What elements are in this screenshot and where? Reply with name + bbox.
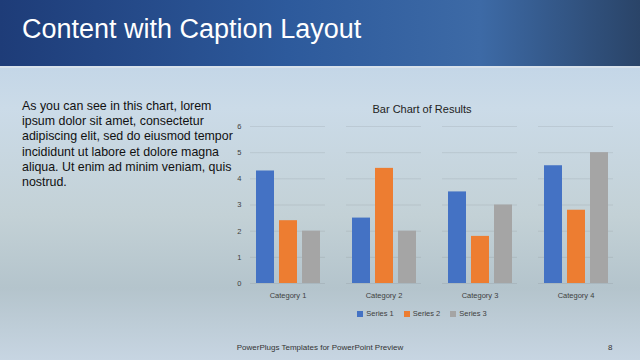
svg-text:1: 1 xyxy=(237,253,241,262)
html-text:Series 3: Series 3 xyxy=(459,309,487,318)
svg-text:3: 3 xyxy=(237,200,241,209)
html-text:Bar Chart of Results: Bar Chart of Results xyxy=(372,103,472,115)
svg-text:Category 2: Category 2 xyxy=(366,291,403,300)
svg-text:6: 6 xyxy=(237,122,241,131)
html-text:Content with Caption Layout: Content with Caption Layout xyxy=(22,14,362,44)
html-text:Series 2: Series 2 xyxy=(412,309,441,318)
svg-text:4: 4 xyxy=(237,174,241,183)
svg-text:0: 0 xyxy=(237,279,241,288)
html-text:PowerPlugs Templates for Power: PowerPlugs Templates for PowerPoint Prev… xyxy=(236,343,404,352)
svg-text:Category 3: Category 3 xyxy=(462,291,499,300)
html-text:Series 1: Series 1 xyxy=(366,309,394,318)
svg-text:Category 1: Category 1 xyxy=(270,291,307,300)
svg-text:Category 4: Category 4 xyxy=(558,291,595,300)
svg-text:2: 2 xyxy=(237,227,241,236)
html-text:As you can see in this chart,: As you can see in this chart, lorem ipsu… xyxy=(22,99,233,189)
html-text:8: 8 xyxy=(608,343,613,352)
svg-text:5: 5 xyxy=(237,148,241,157)
